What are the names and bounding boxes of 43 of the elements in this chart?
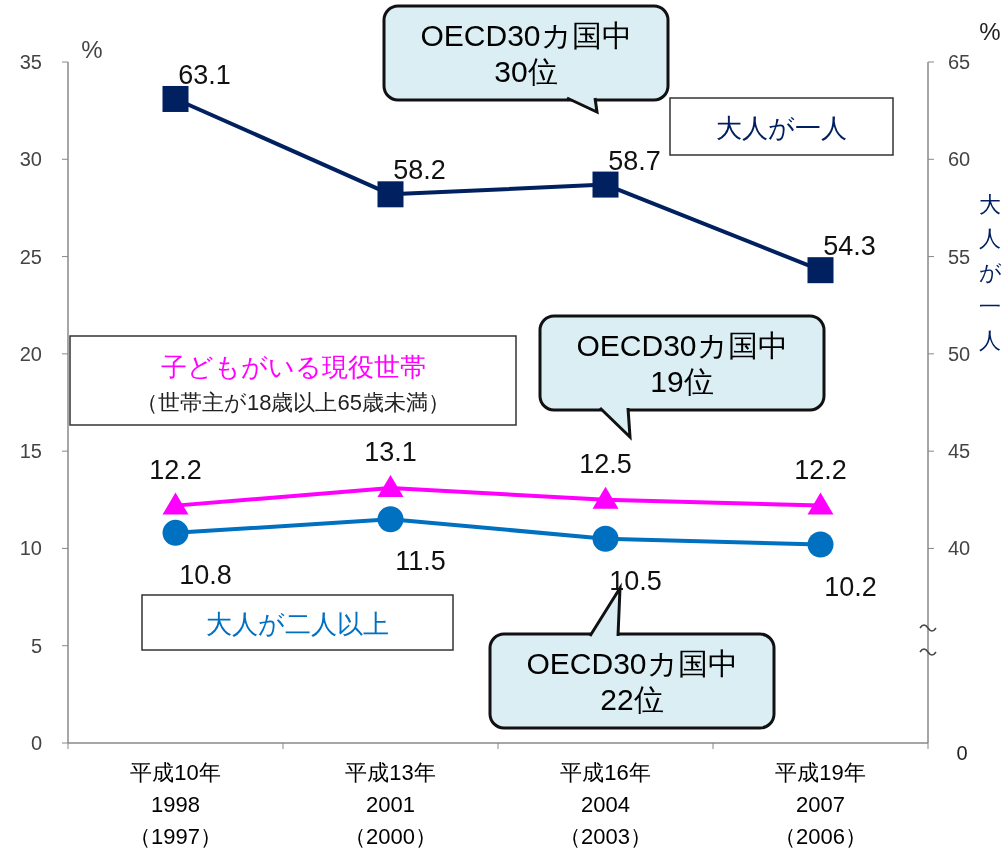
y-tick-label: 25 bbox=[19, 245, 42, 268]
point bbox=[162, 85, 189, 112]
annotation: （世帯主が18歳以上65歳未満） bbox=[136, 390, 450, 415]
text: 0 bbox=[956, 742, 968, 764]
data-label: 10.8 bbox=[179, 559, 232, 590]
data-label: 10.2 bbox=[824, 571, 877, 602]
y-tick-label: 30 bbox=[19, 148, 42, 171]
y-axis-title: % bbox=[81, 36, 103, 63]
data-label: 13.1 bbox=[364, 437, 417, 468]
x-tick-label: 平成10年 1998 （1997） bbox=[129, 760, 222, 849]
y2-tick-label: 45 bbox=[948, 440, 971, 463]
data-label: 12.2 bbox=[794, 454, 847, 485]
text: % bbox=[979, 18, 1001, 45]
y-tick-label: 5 bbox=[30, 634, 42, 657]
y-tick-label: 35 bbox=[19, 51, 42, 73]
point bbox=[377, 181, 404, 208]
data-label: 12.5 bbox=[579, 448, 632, 479]
data-label: 54.3 bbox=[823, 231, 876, 262]
data-label: 11.5 bbox=[395, 546, 446, 577]
y2-tick-label: 40 bbox=[948, 537, 971, 560]
y2-tick-label: 50 bbox=[948, 342, 971, 365]
data-label: 12.2 bbox=[149, 454, 202, 485]
y-tick-label: 20 bbox=[19, 342, 42, 365]
y-tick-label: 15 bbox=[19, 440, 42, 463]
y2-axis-title: 大人が一人 bbox=[978, 192, 1002, 353]
y-tick-label: 10 bbox=[19, 537, 42, 560]
callout: OECD30カ国中 30位 bbox=[382, 4, 670, 115]
callout: OECD30カ国中 19位 bbox=[538, 314, 826, 441]
annotation: OECD30カ国中 19位 bbox=[576, 329, 788, 398]
point bbox=[592, 171, 619, 198]
x-tick-label: 平成13年 2001 （2000） bbox=[344, 760, 437, 849]
x-tick-label: 平成16年 2004 （2003） bbox=[559, 760, 652, 849]
y2-tick-label: 60 bbox=[948, 148, 971, 171]
x-tick-label: 平成19年 2007 （2006） bbox=[774, 760, 867, 849]
y-tick-label: 0 bbox=[30, 732, 42, 754]
data-label: 63.1 bbox=[178, 59, 231, 90]
data-label: 58.2 bbox=[393, 155, 446, 186]
data-label: 58.7 bbox=[608, 145, 661, 176]
annotation: OECD30カ国中 30位 bbox=[420, 19, 632, 88]
y2-tick-label: 65 bbox=[948, 51, 971, 73]
point bbox=[807, 257, 834, 284]
y2-tick-label: 55 bbox=[948, 245, 971, 268]
annotation: OECD30カ国中 22位 bbox=[526, 647, 738, 716]
